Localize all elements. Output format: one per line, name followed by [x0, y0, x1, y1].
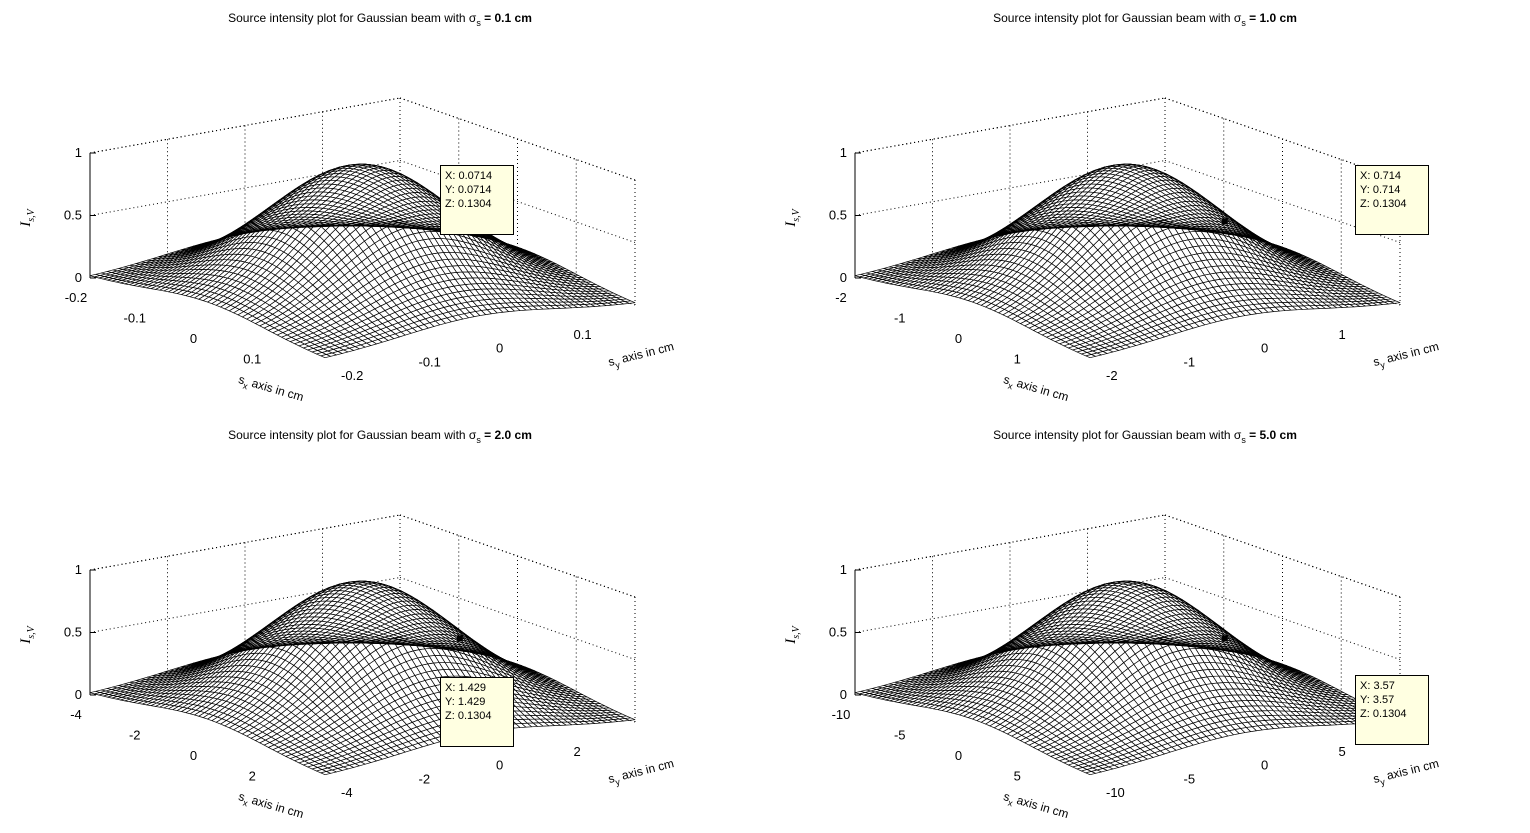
- surface-plot-2: Source intensity plot for Gaussian beam …: [765, 0, 1530, 416]
- datatip-2-y: Y: 0.714: [1360, 184, 1401, 196]
- z-tick-label: 1: [75, 145, 82, 160]
- y-axis-label: sy axis in cm: [607, 339, 676, 372]
- datatip-1-z: Z: 0.1304: [445, 198, 492, 210]
- datatip-marker: [456, 635, 463, 642]
- x-tick-label: -2: [835, 290, 847, 305]
- x-tick-label: 0: [955, 331, 962, 346]
- x-tick-label: -10: [832, 707, 851, 722]
- x-tick-label: -4: [70, 707, 82, 722]
- datatip-3-x: X: 1.429: [445, 682, 486, 694]
- x-axis-label: sx axis in cm: [1001, 372, 1070, 407]
- x-axis-label: sx axis in cm: [236, 372, 305, 407]
- chart-title: Source intensity plot for Gaussian beam …: [228, 428, 532, 445]
- datatip-4[interactable]: X: 3.57 Y: 3.57 Z: 0.1304: [1355, 675, 1429, 745]
- datatip-1[interactable]: X: 0.0714 Y: 0.0714 Z: 0.1304: [440, 165, 514, 235]
- datatip-2-z: Z: 0.1304: [1360, 198, 1407, 210]
- surface-mesh: [89, 580, 636, 776]
- surface-plot-4-svg: Source intensity plot for Gaussian beam …: [783, 428, 1441, 824]
- z-tick-label: 0.5: [64, 625, 82, 640]
- z-tick-label: 0: [840, 687, 847, 702]
- y-tick-label: -0.1: [419, 354, 441, 369]
- y-tick-label: 2: [574, 744, 581, 759]
- datatip-1-y: Y: 0.0714: [445, 184, 492, 196]
- surface-plot-1: Source intensity plot for Gaussian beam …: [0, 0, 765, 416]
- z-axis-label: Is,V: [18, 624, 37, 644]
- datatip-marker: [1221, 635, 1228, 642]
- surface-plot-4: Source intensity plot for Gaussian beam …: [765, 417, 1530, 833]
- x-tick-label: 0.1: [243, 352, 261, 367]
- datatip-4-z: Z: 0.1304: [1360, 708, 1407, 720]
- datatip-1-x: X: 0.0714: [445, 170, 493, 182]
- z-tick-label: 0: [75, 687, 82, 702]
- x-tick-label: 0: [955, 748, 962, 763]
- z-tick-label: 0.5: [829, 208, 847, 223]
- datatip-2-x: X: 0.714: [1360, 170, 1401, 182]
- z-axis-label: Is,V: [783, 624, 802, 644]
- y-axis-label: sy axis in cm: [1372, 339, 1441, 372]
- y-tick-label: 0: [496, 341, 503, 356]
- x-tick-label: 1: [1014, 352, 1021, 367]
- y-tick-label: 0.1: [574, 327, 592, 342]
- y-tick-label: -0.2: [341, 368, 363, 383]
- x-tick-label: 0: [190, 331, 197, 346]
- y-tick-label: 0: [1261, 341, 1268, 356]
- grid-lines: [89, 97, 636, 306]
- y-axis-label: sy axis in cm: [607, 756, 676, 789]
- chart-title: Source intensity plot for Gaussian beam …: [993, 428, 1297, 445]
- z-tick-label: 0.5: [829, 625, 847, 640]
- surface-plot-1-svg: Source intensity plot for Gaussian beam …: [18, 11, 676, 407]
- y-tick-label: -4: [341, 785, 353, 800]
- surface-mesh: [89, 163, 636, 359]
- y-tick-label: 5: [1339, 744, 1346, 759]
- datatip-2[interactable]: X: 0.714 Y: 0.714 Z: 0.1304: [1355, 165, 1429, 235]
- y-tick-label: -10: [1106, 785, 1125, 800]
- x-tick-label: 0: [190, 748, 197, 763]
- x-tick-label: -0.1: [124, 311, 146, 326]
- datatip-3-y: Y: 1.429: [445, 696, 486, 708]
- z-axis-label: Is,V: [783, 207, 802, 227]
- x-tick-label: 2: [249, 769, 256, 784]
- y-tick-label: -5: [1184, 771, 1196, 786]
- datatip-marker: [1221, 218, 1228, 225]
- surface-plot-2-svg: Source intensity plot for Gaussian beam …: [783, 11, 1441, 407]
- x-tick-label: -2: [129, 728, 141, 743]
- z-tick-label: 0: [75, 270, 82, 285]
- datatip-4-y: Y: 3.57: [1360, 694, 1395, 706]
- z-axis-label: Is,V: [18, 207, 37, 227]
- surface-mesh: [854, 580, 1401, 776]
- z-tick-label: 0.5: [64, 208, 82, 223]
- datatip-4-x: X: 3.57: [1360, 680, 1395, 692]
- surface-plot-3-svg: Source intensity plot for Gaussian beam …: [18, 428, 676, 824]
- surface-plot-3: Source intensity plot for Gaussian beam …: [0, 417, 765, 833]
- x-tick-label: -1: [894, 311, 906, 326]
- x-axis-label: sx axis in cm: [236, 789, 305, 824]
- y-tick-label: 0: [496, 758, 503, 773]
- z-tick-label: 0: [840, 270, 847, 285]
- chart-title: Source intensity plot for Gaussian beam …: [228, 11, 532, 28]
- datatip-3-z: Z: 0.1304: [445, 710, 492, 722]
- x-tick-label: -0.2: [65, 290, 87, 305]
- z-tick-label: 1: [840, 562, 847, 577]
- y-tick-label: -2: [419, 771, 431, 786]
- y-tick-label: 0: [1261, 758, 1268, 773]
- chart-title: Source intensity plot for Gaussian beam …: [993, 11, 1297, 28]
- x-tick-label: 5: [1014, 769, 1021, 784]
- y-tick-label: 1: [1339, 327, 1346, 342]
- y-tick-label: -2: [1106, 368, 1118, 383]
- y-axis-label: sy axis in cm: [1372, 756, 1441, 789]
- datatip-3[interactable]: X: 1.429 Y: 1.429 Z: 0.1304: [440, 677, 514, 747]
- surface-mesh: [854, 163, 1401, 359]
- z-tick-label: 1: [840, 145, 847, 160]
- y-tick-label: -1: [1184, 354, 1196, 369]
- x-tick-label: -5: [894, 728, 906, 743]
- x-axis-label: sx axis in cm: [1001, 789, 1070, 824]
- z-tick-label: 1: [75, 562, 82, 577]
